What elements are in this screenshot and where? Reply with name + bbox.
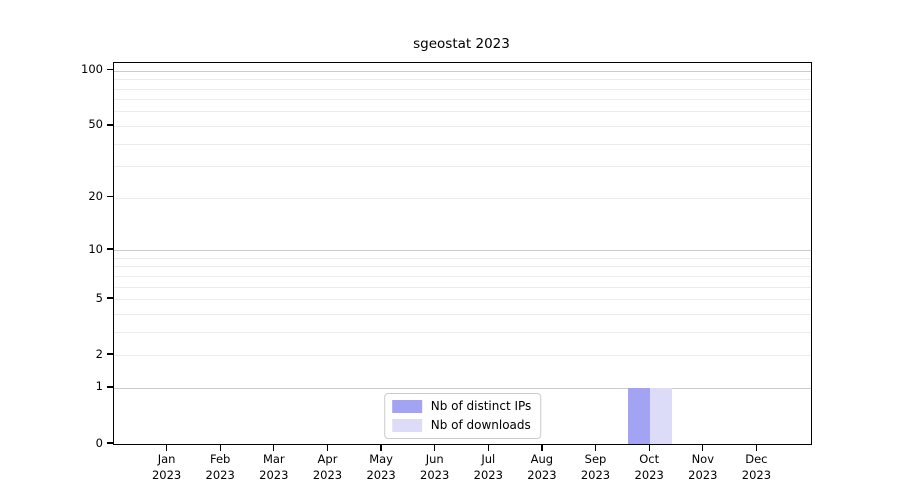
x-axis-year-text: 2023 — [634, 467, 664, 482]
x-axis-month-text: Nov — [691, 452, 715, 466]
y-axis-tick-mark-0 — [107, 442, 113, 444]
legend: Nb of distinct IPs Nb of downloads — [383, 393, 542, 439]
y-axis-tick-mark-50 — [107, 124, 113, 126]
gridline-minor-50 — [114, 125, 811, 127]
gridline-minor-6 — [114, 286, 811, 288]
x-axis-year-text: 2023 — [259, 467, 289, 482]
legend-label: Nb of downloads — [430, 418, 531, 432]
x-axis-month-text: Apr — [317, 452, 338, 466]
y-axis-tick-label-20: 20 — [88, 189, 103, 204]
gridline-minor-7 — [114, 275, 811, 277]
x-axis-tick-mark-aug — [541, 444, 543, 451]
x-axis-tick-label-nov: Nov 2023 — [673, 452, 733, 483]
x-axis-tick-label-may: May 2023 — [351, 452, 411, 483]
x-axis-tick-label-mar: Mar 2023 — [244, 452, 304, 483]
gridline-minor-30 — [114, 166, 811, 168]
y-axis-tick-mark-5 — [107, 297, 113, 299]
y-axis-tick-label-2: 2 — [95, 346, 103, 361]
x-axis-tick-mark-oct — [648, 444, 650, 451]
legend-swatch-icon — [391, 418, 422, 432]
y-axis-tick-label-5: 5 — [95, 290, 103, 305]
x-axis-year-text: 2023 — [741, 467, 772, 482]
bar-nb-of-downloads-oct — [650, 387, 673, 444]
x-axis-year-text: 2023 — [527, 467, 557, 482]
x-axis-tick-mark-feb — [219, 444, 221, 451]
x-axis-year-text: 2023 — [312, 467, 343, 482]
x-axis-tick-label-jan: Jan 2023 — [137, 452, 197, 483]
y-axis-tick-mark-10 — [107, 248, 113, 250]
y-axis-tick-mark-20 — [107, 196, 113, 198]
bar-nb-of-distinct-ips-oct — [628, 387, 651, 444]
x-axis-year-text: 2023 — [473, 467, 503, 482]
gridline-minor-2 — [114, 355, 811, 357]
gridline-major-1 — [114, 387, 811, 389]
gridline-minor-20 — [114, 197, 811, 199]
x-axis-tick-mark-sep — [594, 444, 597, 451]
gridline-minor-8 — [114, 266, 811, 268]
x-axis-year-text: 2023 — [366, 467, 396, 482]
gridline-minor-70 — [114, 99, 811, 101]
x-axis-tick-mark-jan — [165, 444, 168, 451]
x-axis-tick-mark-apr — [326, 444, 329, 451]
x-axis-year-text: 2023 — [580, 467, 611, 482]
y-axis-tick-label-10: 10 — [88, 241, 103, 256]
legend-label: Nb of distinct IPs — [430, 399, 532, 413]
x-axis-tick-label-sep: Sep 2023 — [566, 452, 626, 483]
y-axis-tick-mark-2 — [107, 353, 113, 355]
x-axis-month-text: May — [369, 452, 393, 466]
x-axis-tick-label-apr: Apr 2023 — [298, 452, 358, 483]
x-axis-month-text: Sep — [584, 452, 607, 466]
x-axis-month-text: Oct — [639, 452, 660, 466]
gridline-minor-3 — [114, 331, 811, 333]
legend-swatch-icon — [391, 399, 422, 413]
y-axis-tick-label-1: 1 — [95, 379, 103, 394]
x-axis-month-text: Jul — [481, 452, 496, 466]
x-axis-month-text: Jan — [157, 452, 176, 466]
x-axis-year-text: 2023 — [151, 467, 182, 482]
gridline-minor-40 — [114, 143, 811, 145]
x-axis-tick-mark-nov — [702, 444, 704, 451]
x-axis-year-text: 2023 — [205, 467, 235, 482]
x-axis-tick-mark-jun — [434, 444, 436, 451]
gridline-major-100 — [114, 70, 811, 72]
legend-entry-nb-of-distinct-ips: Nb of distinct IPs — [391, 399, 532, 413]
x-axis-tick-mark-jul — [487, 444, 489, 451]
legend-entry-nb-of-downloads: Nb of downloads — [391, 418, 532, 432]
x-axis-tick-label-dec: Dec 2023 — [726, 452, 786, 483]
gridline-minor-80 — [114, 88, 811, 90]
y-axis-tick-label-0: 0 — [95, 435, 103, 450]
x-axis-month-text: Aug — [530, 452, 554, 466]
x-axis-year-text: 2023 — [420, 467, 450, 482]
plot-area: Nb of distinct IPs Nb of downloads — [113, 62, 812, 445]
x-axis-tick-mark-may — [380, 444, 382, 451]
x-axis-tick-label-oct: Oct 2023 — [619, 452, 679, 483]
gridline-minor-9 — [114, 257, 811, 259]
gridline-minor-60 — [114, 111, 811, 113]
chart-title: sgeostat 2023 — [413, 36, 510, 52]
y-axis-tick-mark-1 — [107, 386, 113, 388]
y-axis-tick-label-100: 100 — [81, 62, 103, 77]
x-axis-tick-mark-dec — [755, 444, 758, 451]
gridline-minor-4 — [114, 313, 811, 315]
x-axis-tick-mark-mar — [273, 444, 275, 451]
y-axis-tick-mark-100 — [107, 68, 113, 71]
x-axis-month-text: Feb — [210, 452, 231, 466]
gridline-major-10 — [114, 250, 811, 251]
x-axis-month-text: Mar — [262, 452, 285, 466]
gridline-minor-5 — [114, 299, 811, 300]
x-axis-month-text: Jun — [425, 452, 444, 466]
y-axis-tick-label-50: 50 — [88, 117, 103, 132]
x-axis-tick-label-jun: Jun 2023 — [405, 452, 465, 483]
x-axis-year-text: 2023 — [688, 467, 718, 482]
x-axis-tick-label-jul: Jul 2023 — [458, 452, 518, 483]
x-axis-tick-label-aug: Aug 2023 — [512, 452, 572, 483]
gridline-minor-90 — [114, 79, 811, 81]
x-axis-tick-label-feb: Feb 2023 — [190, 452, 250, 483]
x-axis-month-text: Dec — [745, 452, 768, 466]
